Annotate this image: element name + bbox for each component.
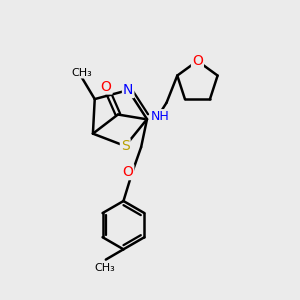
Text: CH₃: CH₃ <box>94 262 115 272</box>
Text: O: O <box>192 54 203 68</box>
Text: N: N <box>123 83 134 97</box>
Text: S: S <box>121 139 130 153</box>
Text: CH₃: CH₃ <box>71 68 92 78</box>
Text: O: O <box>122 165 133 179</box>
Text: O: O <box>101 80 112 94</box>
Text: NH: NH <box>151 110 170 123</box>
